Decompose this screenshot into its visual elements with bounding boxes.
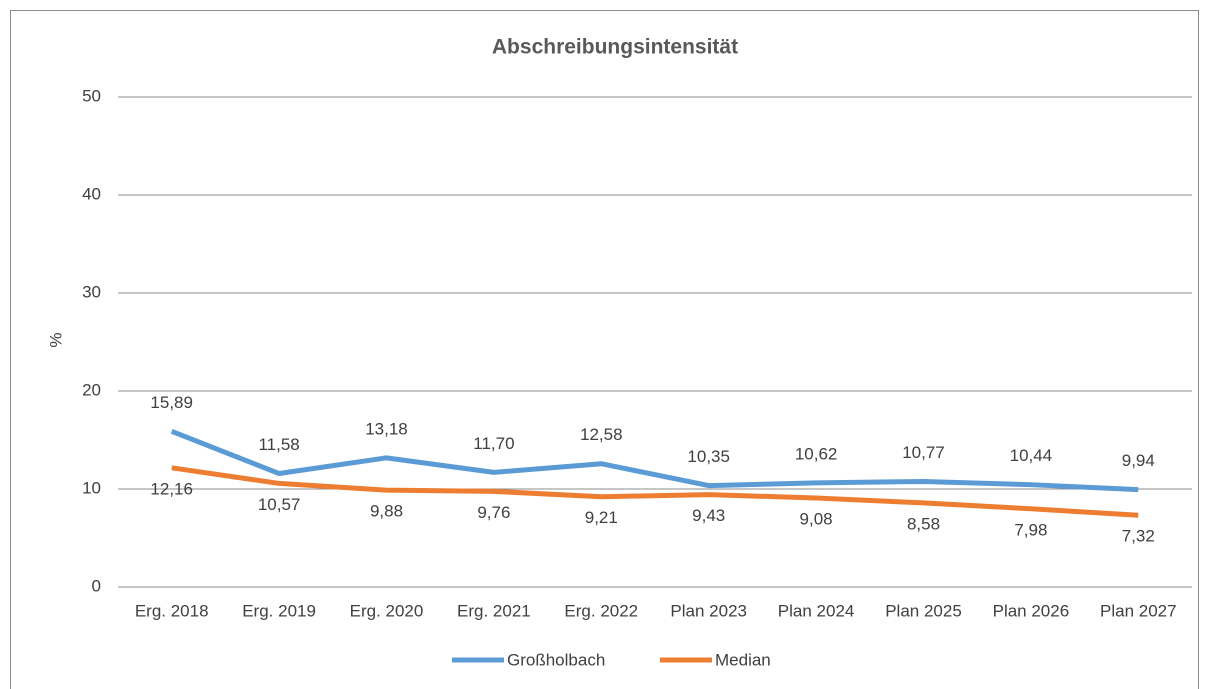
data-label: 9,21 xyxy=(585,508,618,527)
data-label: 10,35 xyxy=(687,447,730,466)
data-label: 10,62 xyxy=(795,444,838,463)
x-tick-label: Plan 2027 xyxy=(1100,601,1177,620)
data-label: 10,77 xyxy=(902,443,945,462)
data-label: 7,32 xyxy=(1122,527,1155,546)
y-tick-label: 0 xyxy=(92,576,101,595)
data-label: 11,58 xyxy=(258,435,299,454)
y-tick-label: 10 xyxy=(82,478,101,497)
x-tick-label: Erg. 2018 xyxy=(135,601,209,620)
x-tick-label: Plan 2025 xyxy=(885,601,962,620)
x-tick-label: Erg. 2019 xyxy=(242,601,316,620)
data-label: 12,16 xyxy=(150,479,193,498)
data-label: 10,44 xyxy=(1010,446,1053,465)
chart-frame xyxy=(10,10,1199,689)
legend-label: Median xyxy=(715,650,771,669)
data-label: 9,76 xyxy=(477,503,510,522)
data-label: 7,98 xyxy=(1014,520,1047,539)
y-tick-label: 20 xyxy=(82,380,101,399)
y-axis-label: % xyxy=(46,332,65,347)
data-label: 15,89 xyxy=(150,393,193,412)
x-tick-label: Erg. 2022 xyxy=(564,601,638,620)
data-label: 9,43 xyxy=(692,506,725,525)
data-label: 13,18 xyxy=(365,419,408,438)
x-tick-label: Plan 2024 xyxy=(778,601,855,620)
data-label: 9,88 xyxy=(370,502,403,521)
data-label: 12,58 xyxy=(580,425,623,444)
data-label: 9,94 xyxy=(1122,451,1155,470)
legend-label: Großholbach xyxy=(507,650,605,669)
data-label: 10,57 xyxy=(258,495,301,514)
data-label: 11,70 xyxy=(473,434,514,453)
x-tick-label: Erg. 2021 xyxy=(457,601,531,620)
data-label: 8,58 xyxy=(907,514,940,533)
x-tick-label: Plan 2023 xyxy=(670,601,747,620)
x-tick-label: Plan 2026 xyxy=(993,601,1070,620)
series-line xyxy=(171,465,1139,518)
y-tick-label: 40 xyxy=(82,184,101,203)
y-tick-label: 50 xyxy=(82,86,101,105)
chart-title: Abschreibungsintensität xyxy=(492,36,738,59)
data-label: 9,08 xyxy=(800,510,833,529)
x-tick-label: Erg. 2020 xyxy=(350,601,424,620)
series-line xyxy=(170,428,1139,493)
y-tick-label: 30 xyxy=(82,282,101,301)
